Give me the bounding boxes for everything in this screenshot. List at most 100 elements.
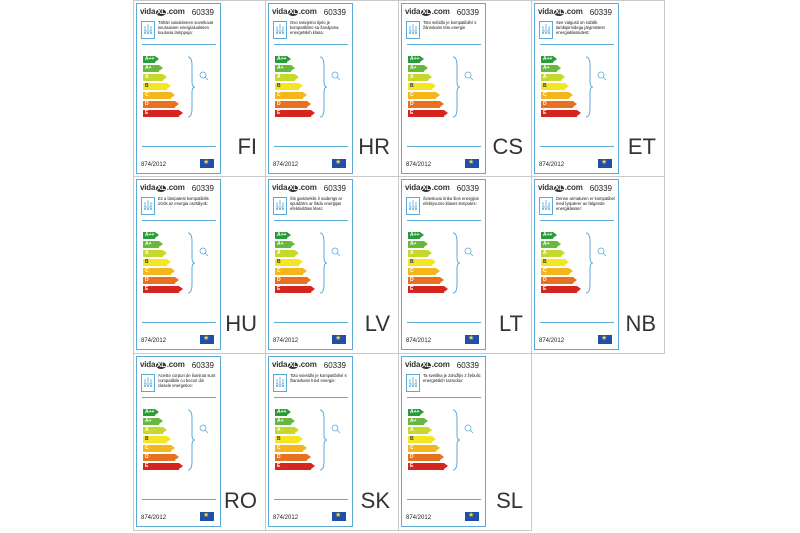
eu-flag-icon	[200, 158, 214, 168]
brand-mark: XL	[553, 185, 565, 192]
brand-mark: XL	[420, 185, 432, 192]
lamp-icon	[406, 197, 420, 215]
brand-prefix: vida	[272, 360, 288, 369]
energy-class-bar: C	[275, 92, 307, 99]
energy-class-bar: C	[143, 445, 175, 452]
regulation-number: 874/2012	[406, 515, 432, 521]
language-code: LT	[498, 311, 523, 336]
energy-class-bar: B	[143, 83, 171, 90]
compatibility-text: Šis gaismeklis ir saderīgs ar spuldzēm a…	[290, 196, 343, 211]
energy-class-bar: C	[143, 92, 175, 99]
energy-class-bar: B	[541, 83, 569, 90]
energy-label-cell: vida XL .com 60339 Toto svietidlo je kompati…	[266, 354, 399, 531]
divider	[407, 44, 481, 45]
lamp-icon	[406, 374, 420, 392]
energy-class-bar: A++	[275, 232, 291, 239]
brand-logo: vida XL .com	[405, 7, 450, 16]
energy-class-bar: A+	[143, 241, 163, 248]
energy-label-cell: vida XL .com 60339 Tähän valaisimeen soveltu…	[133, 0, 266, 177]
energy-class-bar: A++	[275, 56, 291, 63]
brand-mark: XL	[155, 9, 167, 16]
divider	[274, 322, 348, 323]
energy-class-bar: C	[408, 268, 440, 275]
brand-logo: vida XL .com	[140, 183, 185, 192]
eu-flag-icon	[332, 158, 346, 168]
energy-label-cell: vida XL .com 60339 Aceste corpuri de ilumina…	[133, 354, 266, 531]
bracket-icon	[319, 232, 328, 294]
energy-class-bar: D	[143, 277, 179, 284]
divider	[407, 146, 481, 147]
divider	[274, 499, 348, 500]
brand-logo: vida XL .com	[140, 7, 185, 16]
brand-suffix: .com	[431, 183, 450, 192]
energy-class-bar: B	[275, 259, 303, 266]
language-code: RO	[224, 488, 257, 513]
energy-class-bar: C	[541, 268, 573, 275]
energy-class-bar: D	[275, 101, 311, 108]
energy-class-bar: E	[408, 463, 448, 470]
brand-mark: XL	[287, 9, 299, 16]
regulation-number: 874/2012	[141, 515, 167, 521]
brand-prefix: vida	[405, 7, 421, 16]
energy-class-bar: A	[541, 74, 565, 81]
energy-scale: A++ A+ A B C D E	[143, 56, 183, 119]
energy-class-bar: C	[541, 92, 573, 99]
eu-flag-icon	[332, 511, 346, 521]
energy-label-cell: vida XL .com 60339 Šis gaismeklis ir saderīg…	[266, 177, 399, 354]
energy-class-bar: C	[275, 445, 307, 452]
product-code: 60339	[589, 8, 612, 17]
brand-prefix: vida	[272, 7, 288, 16]
brand-suffix: .com	[298, 183, 317, 192]
divider	[540, 322, 614, 323]
description-box: Šviestuvui tinka šios energijos efektyvu…	[406, 196, 483, 217]
energy-class-bar: E	[408, 110, 448, 117]
bracket-icon	[452, 56, 461, 118]
bulb-icon	[464, 68, 474, 81]
lamp-icon	[539, 197, 553, 215]
divider	[274, 44, 348, 45]
energy-class-bar: B	[143, 436, 171, 443]
divider	[142, 499, 216, 500]
product-code: 60339	[589, 184, 612, 193]
energy-class-bar: D	[408, 101, 444, 108]
energy-class-bar: A++	[541, 232, 557, 239]
language-code: NB	[625, 311, 656, 336]
energy-class-bar: A+	[143, 418, 163, 425]
divider	[142, 44, 216, 45]
brand-mark: XL	[155, 185, 167, 192]
lamp-icon	[273, 21, 287, 39]
energy-label-card: vida XL .com 60339 Denne armaturen er kompat…	[534, 179, 619, 350]
divider	[407, 220, 481, 221]
energy-label-card: vida XL .com 60339 Šviestuvui tinka šios ene…	[401, 179, 486, 350]
divider	[142, 220, 216, 221]
brand-prefix: vida	[538, 7, 554, 16]
eu-flag-icon	[598, 334, 612, 344]
energy-class-bar: A++	[275, 409, 291, 416]
energy-class-bar: D	[408, 277, 444, 284]
energy-class-bar: E	[541, 110, 581, 117]
energy-scale: A++ A+ A B C D E	[143, 409, 183, 472]
brand-suffix: .com	[298, 7, 317, 16]
bracket-icon	[585, 232, 594, 294]
eu-flag-icon	[465, 158, 479, 168]
bulb-icon	[331, 244, 341, 257]
language-code: HR	[358, 134, 390, 159]
energy-class-bar: E	[408, 286, 448, 293]
energy-label-cell: vida XL .com 60339 Šviestuvui tinka šios ene…	[399, 177, 532, 354]
energy-class-bar: A+	[541, 65, 561, 72]
energy-class-bar: E	[541, 286, 581, 293]
energy-class-bar: A	[143, 74, 167, 81]
divider	[540, 220, 614, 221]
regulation-number: 874/2012	[539, 162, 565, 168]
lamp-icon	[141, 21, 155, 39]
energy-class-bar: A	[143, 427, 167, 434]
regulation-number: 874/2012	[273, 162, 299, 168]
brand-prefix: vida	[538, 183, 554, 192]
brand-suffix: .com	[564, 183, 583, 192]
divider	[407, 499, 481, 500]
brand-logo: vida XL .com	[272, 183, 317, 192]
energy-class-bar: A	[541, 250, 565, 257]
energy-class-bar: B	[408, 436, 436, 443]
description-box: Toto svietidlo je kompatibilné s žiarovk…	[273, 373, 350, 394]
energy-class-bar: C	[143, 268, 175, 275]
